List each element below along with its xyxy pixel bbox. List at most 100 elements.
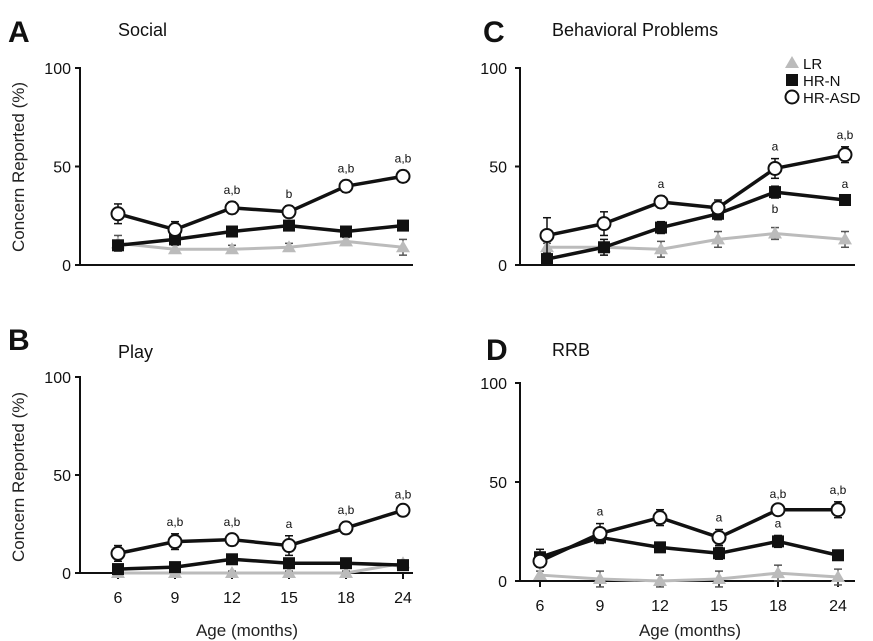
significance-label: a,b bbox=[395, 487, 412, 501]
data-point bbox=[770, 502, 786, 518]
x-tick-label: 18 bbox=[337, 590, 355, 607]
significance-label: a,b bbox=[224, 515, 241, 529]
data-point bbox=[831, 570, 845, 583]
series-hr-asd bbox=[110, 168, 411, 239]
data-point bbox=[838, 232, 852, 245]
significance-label: a,b bbox=[770, 487, 787, 501]
data-point bbox=[110, 545, 126, 561]
legend-label: HR-ASD bbox=[803, 90, 861, 107]
data-point bbox=[711, 529, 727, 545]
significance-label: a,b bbox=[167, 515, 184, 529]
data-point bbox=[225, 242, 239, 255]
data-point bbox=[596, 216, 612, 232]
panel-title: Social bbox=[118, 20, 167, 40]
x-tick-label: 12 bbox=[223, 590, 241, 607]
data-point bbox=[592, 525, 608, 541]
legend-item-hr-n: HR-N bbox=[786, 73, 841, 90]
x-tick-label: 6 bbox=[114, 590, 123, 607]
significance-label: a bbox=[772, 140, 779, 154]
data-point bbox=[225, 566, 239, 578]
significance-label: a bbox=[658, 177, 665, 191]
y-tick-label: 50 bbox=[489, 475, 507, 492]
panel-letter: C bbox=[483, 16, 505, 49]
y-tick-label: 0 bbox=[498, 258, 507, 275]
data-point bbox=[112, 563, 124, 576]
data-point bbox=[832, 549, 844, 562]
data-point bbox=[710, 200, 726, 216]
data-point bbox=[283, 557, 295, 570]
data-point bbox=[110, 206, 126, 222]
y-axis-label-top: Concern Reported (%) bbox=[9, 82, 28, 252]
data-point bbox=[167, 534, 183, 550]
panel-title: Play bbox=[118, 342, 153, 362]
data-point bbox=[281, 538, 297, 554]
data-point bbox=[598, 241, 610, 254]
data-point bbox=[654, 242, 668, 255]
data-point bbox=[281, 204, 297, 220]
data-point bbox=[593, 572, 607, 585]
series-lr bbox=[540, 226, 852, 258]
series-hr-asd bbox=[539, 146, 853, 254]
significance-label: a bbox=[842, 177, 849, 191]
y-tick-label: 100 bbox=[480, 61, 507, 78]
x-axis-label-right: Age (months) bbox=[639, 621, 741, 640]
significance-label: a bbox=[597, 505, 604, 519]
series-line bbox=[547, 231, 846, 251]
panel-title: Behavioral Problems bbox=[552, 20, 718, 40]
y-axis-label-bottom: Concern Reported (%) bbox=[9, 392, 28, 562]
data-point bbox=[655, 221, 667, 234]
significance-label: a,b bbox=[338, 161, 355, 175]
data-point bbox=[541, 253, 553, 266]
significance-label: b bbox=[772, 202, 779, 216]
data-point bbox=[112, 239, 124, 252]
x-tick-label: 9 bbox=[596, 598, 605, 615]
data-point bbox=[339, 566, 353, 578]
data-point bbox=[653, 194, 669, 210]
series-line bbox=[117, 174, 404, 232]
significance-label: a,b bbox=[338, 503, 355, 517]
y-tick-label: 100 bbox=[44, 61, 71, 78]
data-point bbox=[711, 232, 725, 245]
y-tick-label: 0 bbox=[498, 574, 507, 591]
series-line bbox=[539, 571, 839, 583]
panel-letter: D bbox=[486, 334, 508, 367]
legend-item-lr: LR bbox=[785, 56, 822, 73]
data-point bbox=[532, 553, 548, 569]
data-point bbox=[338, 178, 354, 194]
legend-marker bbox=[784, 89, 800, 105]
data-point bbox=[771, 566, 785, 579]
series-hr-n bbox=[112, 219, 409, 252]
data-point bbox=[539, 227, 555, 243]
x-tick-label: 6 bbox=[536, 598, 545, 615]
data-point bbox=[654, 541, 666, 554]
significance-label: a,b bbox=[395, 151, 412, 165]
panel-title: RRB bbox=[552, 340, 590, 360]
series-line bbox=[117, 223, 404, 248]
significance-label: a,b bbox=[837, 128, 854, 142]
y-tick-label: 50 bbox=[489, 160, 507, 177]
data-point bbox=[768, 226, 782, 239]
x-tick-label: 15 bbox=[710, 598, 728, 615]
data-point bbox=[340, 225, 352, 238]
data-point bbox=[769, 186, 781, 199]
data-point bbox=[830, 502, 846, 518]
significance-label: a,b bbox=[830, 483, 847, 497]
series-hr-asd bbox=[110, 502, 411, 562]
data-point bbox=[837, 147, 853, 163]
y-tick-label: 50 bbox=[53, 160, 71, 177]
x-tick-label: 15 bbox=[280, 590, 298, 607]
series-line bbox=[117, 557, 404, 571]
y-tick-label: 100 bbox=[44, 370, 71, 387]
data-point bbox=[772, 535, 784, 548]
series-line bbox=[117, 239, 404, 251]
legend-item-hr-asd: HR-ASD bbox=[784, 89, 861, 107]
series-hr-n bbox=[112, 553, 409, 576]
chart-panel-a: A Social 0 50 100 a,b b a,b a,b bbox=[8, 16, 413, 275]
data-point bbox=[533, 568, 547, 581]
chart-panel-d: D RRB 0 50 100 6 9 12 15 18 24 a a a,b a,b a bbox=[480, 334, 855, 615]
significance-label: a bbox=[286, 517, 293, 531]
data-point bbox=[226, 553, 238, 566]
x-tick-label: 9 bbox=[171, 590, 180, 607]
x-tick-label: 24 bbox=[394, 590, 412, 607]
